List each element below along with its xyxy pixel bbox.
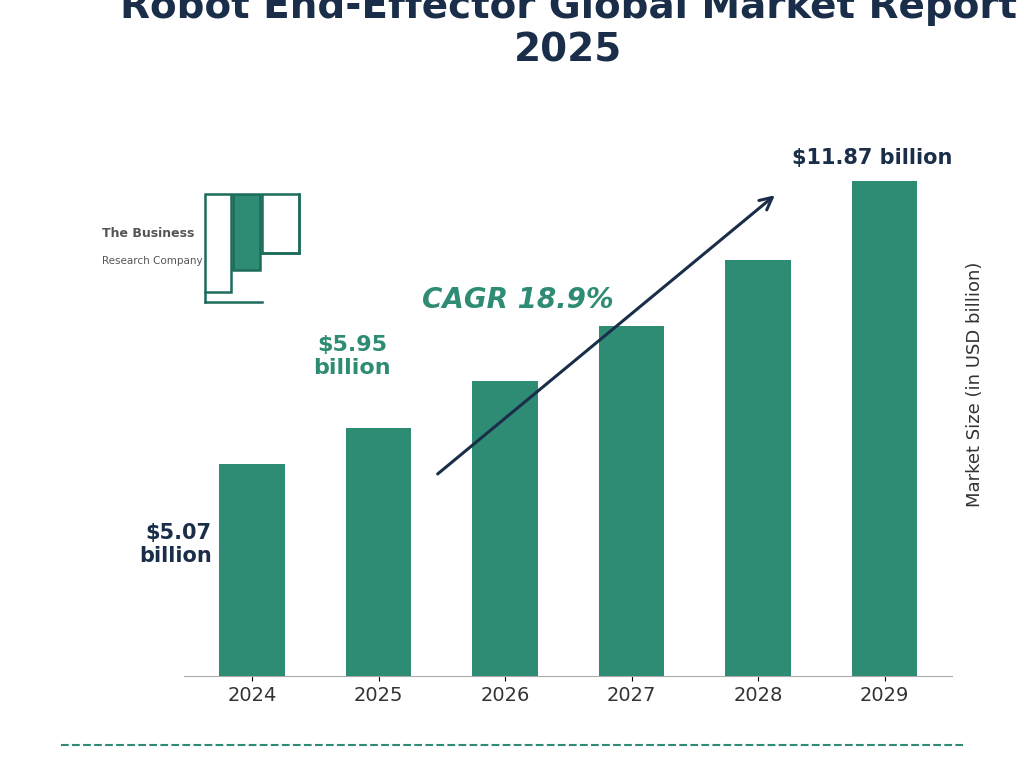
Text: The Business: The Business [102, 227, 195, 240]
Text: $5.07
billion: $5.07 billion [139, 523, 212, 566]
Bar [472, 381, 538, 676]
Bar [219, 465, 285, 676]
Bar [599, 326, 665, 676]
Bar [233, 194, 260, 270]
Bar [346, 428, 412, 676]
Bar [262, 194, 299, 253]
Title: Robot End-Effector Global Market Report
2025: Robot End-Effector Global Market Report … [120, 0, 1017, 70]
Text: $5.95
billion: $5.95 billion [313, 335, 391, 378]
Bar [205, 194, 231, 293]
Text: Research Company: Research Company [102, 256, 203, 266]
Text: $11.87 billion: $11.87 billion [792, 148, 952, 168]
Bar [852, 181, 918, 676]
Text: CAGR 18.9%: CAGR 18.9% [422, 286, 613, 314]
Y-axis label: Market Size (in USD billion): Market Size (in USD billion) [967, 261, 984, 507]
Bar [725, 260, 791, 676]
